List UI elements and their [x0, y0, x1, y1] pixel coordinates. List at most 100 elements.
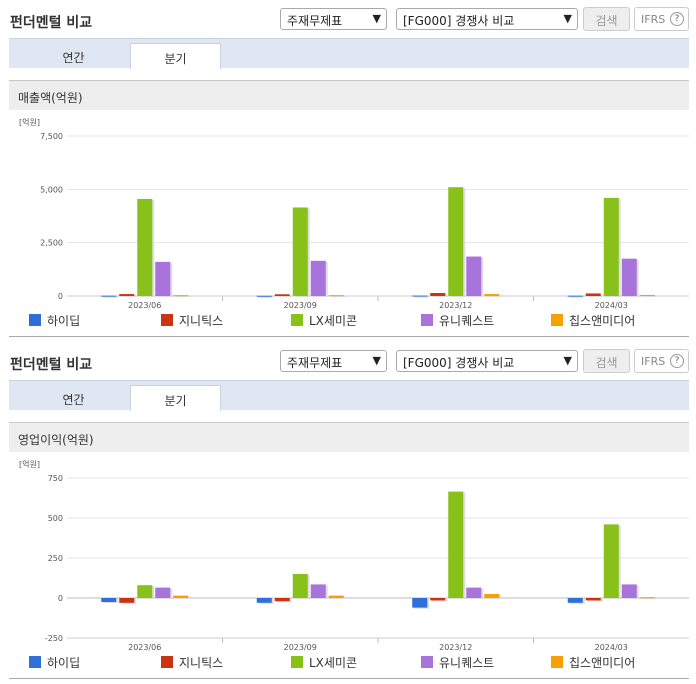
ifrs-button[interactable]: IFRS ?	[634, 349, 689, 373]
bar	[155, 587, 171, 598]
bar-shadow	[258, 296, 274, 298]
bar	[639, 294, 655, 296]
legend-swatch	[421, 314, 433, 326]
revenue-chart-svg: [억원] 0 2,500 5,000 7,500 2023/06 2023/09 2023/1…	[19, 117, 689, 310]
y-tick-label: -250	[45, 634, 63, 643]
bar	[119, 598, 135, 603]
legend-label: LX세미콘	[309, 314, 358, 328]
bar-shadow	[641, 598, 657, 600]
tab-annual[interactable]: 연간	[62, 51, 85, 65]
tab-quarterly[interactable]: 분기	[130, 385, 221, 411]
period-tabs: 연간 분기	[9, 380, 689, 411]
bar-shadow	[175, 296, 191, 298]
bar	[274, 294, 290, 296]
bar	[173, 295, 189, 297]
bar	[256, 598, 272, 603]
fundamental-panel-operating-income: 펀더멘털 비교 주재무제표 ▼ [FG000] 경쟁사 비교 ▼ 검색 IFRS…	[0, 342, 696, 684]
tab-annual[interactable]: 연간	[62, 393, 85, 407]
search-button[interactable]: 검색	[583, 349, 630, 373]
legend-swatch	[551, 314, 563, 326]
compare-select[interactable]: [FG000] 경쟁사 비교 ▼	[396, 350, 578, 372]
bar	[292, 574, 308, 598]
compare-select-value: [FG000] 경쟁사 비교	[403, 14, 515, 28]
period-tabs: 연간 분기	[9, 38, 689, 69]
chart-legend: 하이딥 지니틱스 LX세미콘 유니퀘스트 칩스앤미디어	[9, 654, 689, 674]
operating-income-chart: [억원] -250 0 250 500 750 2023/06 2023/09 2023/12 2…	[9, 452, 689, 677]
search-button[interactable]: 검색	[583, 7, 630, 31]
bar-shadow	[103, 296, 119, 298]
chevron-down-icon: ▼	[563, 12, 572, 25]
y-tick-label: 2,500	[40, 239, 63, 248]
legend-swatch	[291, 314, 303, 326]
bar	[621, 258, 637, 296]
bar	[119, 294, 135, 296]
compare-select-value: [FG000] 경쟁사 비교	[403, 356, 515, 370]
legend-swatch	[29, 656, 41, 668]
bar	[274, 598, 290, 602]
bar-shadow	[486, 295, 502, 297]
bar-shadow	[569, 296, 585, 298]
x-tick-label: 2024/03	[595, 301, 628, 310]
legend-label: 하이딥	[47, 314, 81, 328]
help-icon[interactable]: ?	[670, 12, 684, 26]
statement-select-value: 주재무제표	[287, 356, 343, 370]
bar	[484, 294, 500, 296]
revenue-chart: [억원] 0 2,500 5,000 7,500 2023/06 2023/09 2023/1…	[9, 110, 689, 335]
bar	[603, 524, 619, 598]
section-label: 매출액(억원)	[9, 80, 689, 110]
section-label: 영업이익(억원)	[9, 422, 689, 452]
y-tick-label: 7,500	[40, 132, 63, 141]
bar	[466, 587, 482, 598]
bar	[430, 598, 446, 601]
legend-swatch	[551, 656, 563, 668]
legend-label: 지니틱스	[179, 314, 224, 328]
divider	[9, 678, 689, 679]
fundamental-panel-revenue: 펀더멘털 비교 주재무제표 ▼ [FG000] 경쟁사 비교 ▼ 검색 IFRS…	[9, 7, 689, 337]
x-tick-label: 2024/03	[595, 643, 628, 652]
bar	[585, 598, 601, 601]
statement-select[interactable]: 주재무제표 ▼	[280, 8, 387, 30]
panel-title: 펀더멘털 비교	[10, 357, 93, 373]
statement-select[interactable]: 주재무제표 ▼	[280, 350, 387, 372]
tab-quarterly[interactable]: 분기	[130, 43, 221, 69]
bar-shadow	[414, 296, 430, 298]
bar	[101, 295, 117, 297]
operating-income-chart-svg: [억원] -250 0 250 500 750 2023/06 2023/09 2023/12 2…	[19, 459, 689, 652]
bar	[603, 197, 619, 296]
chevron-down-icon: ▼	[372, 354, 381, 367]
y-tick-label: 0	[58, 594, 63, 603]
bar	[101, 598, 117, 602]
bar	[256, 295, 272, 297]
bar	[585, 293, 601, 296]
legend-swatch	[291, 656, 303, 668]
bar	[310, 584, 326, 598]
bar	[448, 187, 464, 296]
x-tick-label: 2023/09	[284, 643, 317, 652]
x-tick-label: 2023/12	[439, 643, 472, 652]
help-icon[interactable]: ?	[670, 354, 684, 368]
bar	[412, 598, 428, 608]
bar	[173, 595, 189, 598]
legend-swatch	[421, 656, 433, 668]
legend-swatch	[161, 656, 173, 668]
x-tick-label: 2023/06	[128, 643, 161, 652]
y-tick-label: 0	[58, 292, 63, 301]
bar	[310, 260, 326, 296]
bar	[567, 598, 583, 603]
compare-select[interactable]: [FG000] 경쟁사 비교 ▼	[396, 8, 578, 30]
legend-label: 유니퀘스트	[439, 656, 495, 670]
legend-label: 유니퀘스트	[439, 314, 495, 328]
chevron-down-icon: ▼	[563, 354, 572, 367]
ifrs-button[interactable]: IFRS ?	[634, 7, 689, 31]
unit-label: [억원]	[19, 459, 40, 469]
bar	[328, 295, 344, 297]
x-tick-label: 2023/09	[284, 301, 317, 310]
bar-shadow	[641, 295, 657, 297]
bar	[466, 256, 482, 296]
legend-label: 지니틱스	[179, 656, 224, 670]
unit-label: [억원]	[19, 117, 40, 127]
x-tick-label: 2023/12	[439, 301, 472, 310]
bar	[567, 295, 583, 297]
bar	[639, 597, 655, 599]
bar	[328, 595, 344, 598]
